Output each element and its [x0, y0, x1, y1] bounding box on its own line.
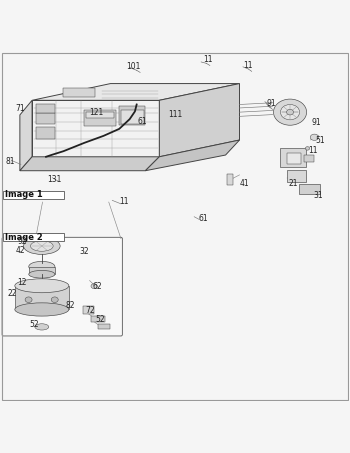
Text: 52: 52 [29, 320, 38, 329]
Text: 111: 111 [168, 111, 182, 120]
Text: 61: 61 [137, 117, 147, 126]
Text: 72: 72 [86, 306, 96, 315]
Bar [4, 191, 64, 198]
Polygon shape [145, 140, 239, 171]
Bar [15, 286, 69, 309]
Text: 11: 11 [120, 197, 129, 206]
Text: 82: 82 [66, 302, 75, 310]
Text: 92: 92 [18, 237, 27, 246]
Ellipse shape [15, 279, 69, 293]
Bar [287, 170, 306, 182]
Polygon shape [159, 83, 239, 157]
Text: 41: 41 [240, 179, 250, 188]
Ellipse shape [310, 134, 319, 140]
Bar [121, 110, 144, 124]
Text: 51: 51 [315, 135, 324, 145]
Text: 131: 131 [48, 174, 62, 183]
Ellipse shape [15, 303, 69, 316]
Ellipse shape [280, 105, 300, 120]
Bar [226, 174, 233, 185]
Text: 32: 32 [79, 247, 89, 256]
Polygon shape [32, 83, 239, 100]
FancyBboxPatch shape [2, 237, 122, 336]
Bar [86, 112, 114, 118]
Text: 62: 62 [93, 282, 103, 291]
Text: 42: 42 [16, 246, 26, 255]
Ellipse shape [25, 297, 32, 303]
Ellipse shape [29, 270, 55, 278]
Text: 81: 81 [6, 157, 15, 166]
Bar [29, 266, 55, 274]
Ellipse shape [30, 241, 53, 251]
Ellipse shape [51, 297, 58, 303]
Text: 101: 101 [126, 62, 140, 71]
Text: Image 2: Image 2 [5, 233, 43, 242]
Bar [63, 88, 95, 97]
Text: 61: 61 [198, 214, 208, 223]
Ellipse shape [29, 261, 55, 272]
Ellipse shape [287, 109, 294, 115]
Ellipse shape [23, 238, 60, 255]
Text: 11: 11 [203, 55, 213, 64]
Ellipse shape [91, 284, 97, 289]
Text: 121: 121 [90, 108, 104, 117]
Text: 91: 91 [312, 118, 321, 127]
Bar [36, 104, 55, 113]
Bar [280, 148, 306, 167]
Text: 21: 21 [289, 179, 298, 188]
Text: 12: 12 [17, 278, 26, 287]
Text: 31: 31 [313, 191, 323, 200]
Bar [98, 324, 110, 329]
Ellipse shape [35, 324, 49, 330]
Text: 91: 91 [266, 99, 276, 108]
Bar [119, 106, 145, 125]
Text: 11: 11 [244, 61, 253, 70]
Bar [36, 113, 55, 124]
Text: 71: 71 [15, 104, 25, 113]
Ellipse shape [273, 99, 307, 125]
Bar [304, 155, 314, 162]
Text: 52: 52 [95, 315, 105, 324]
Bar [91, 316, 105, 323]
Text: Image 1: Image 1 [5, 190, 43, 199]
Polygon shape [32, 100, 159, 157]
Polygon shape [20, 157, 159, 171]
Ellipse shape [306, 147, 309, 150]
Text: 11: 11 [308, 146, 317, 155]
Polygon shape [20, 100, 32, 171]
Bar [83, 306, 94, 313]
Text: 22: 22 [7, 289, 16, 298]
Bar [4, 233, 64, 241]
Bar [84, 111, 116, 126]
Bar [299, 184, 320, 194]
Bar [287, 153, 301, 164]
Bar [36, 127, 55, 139]
